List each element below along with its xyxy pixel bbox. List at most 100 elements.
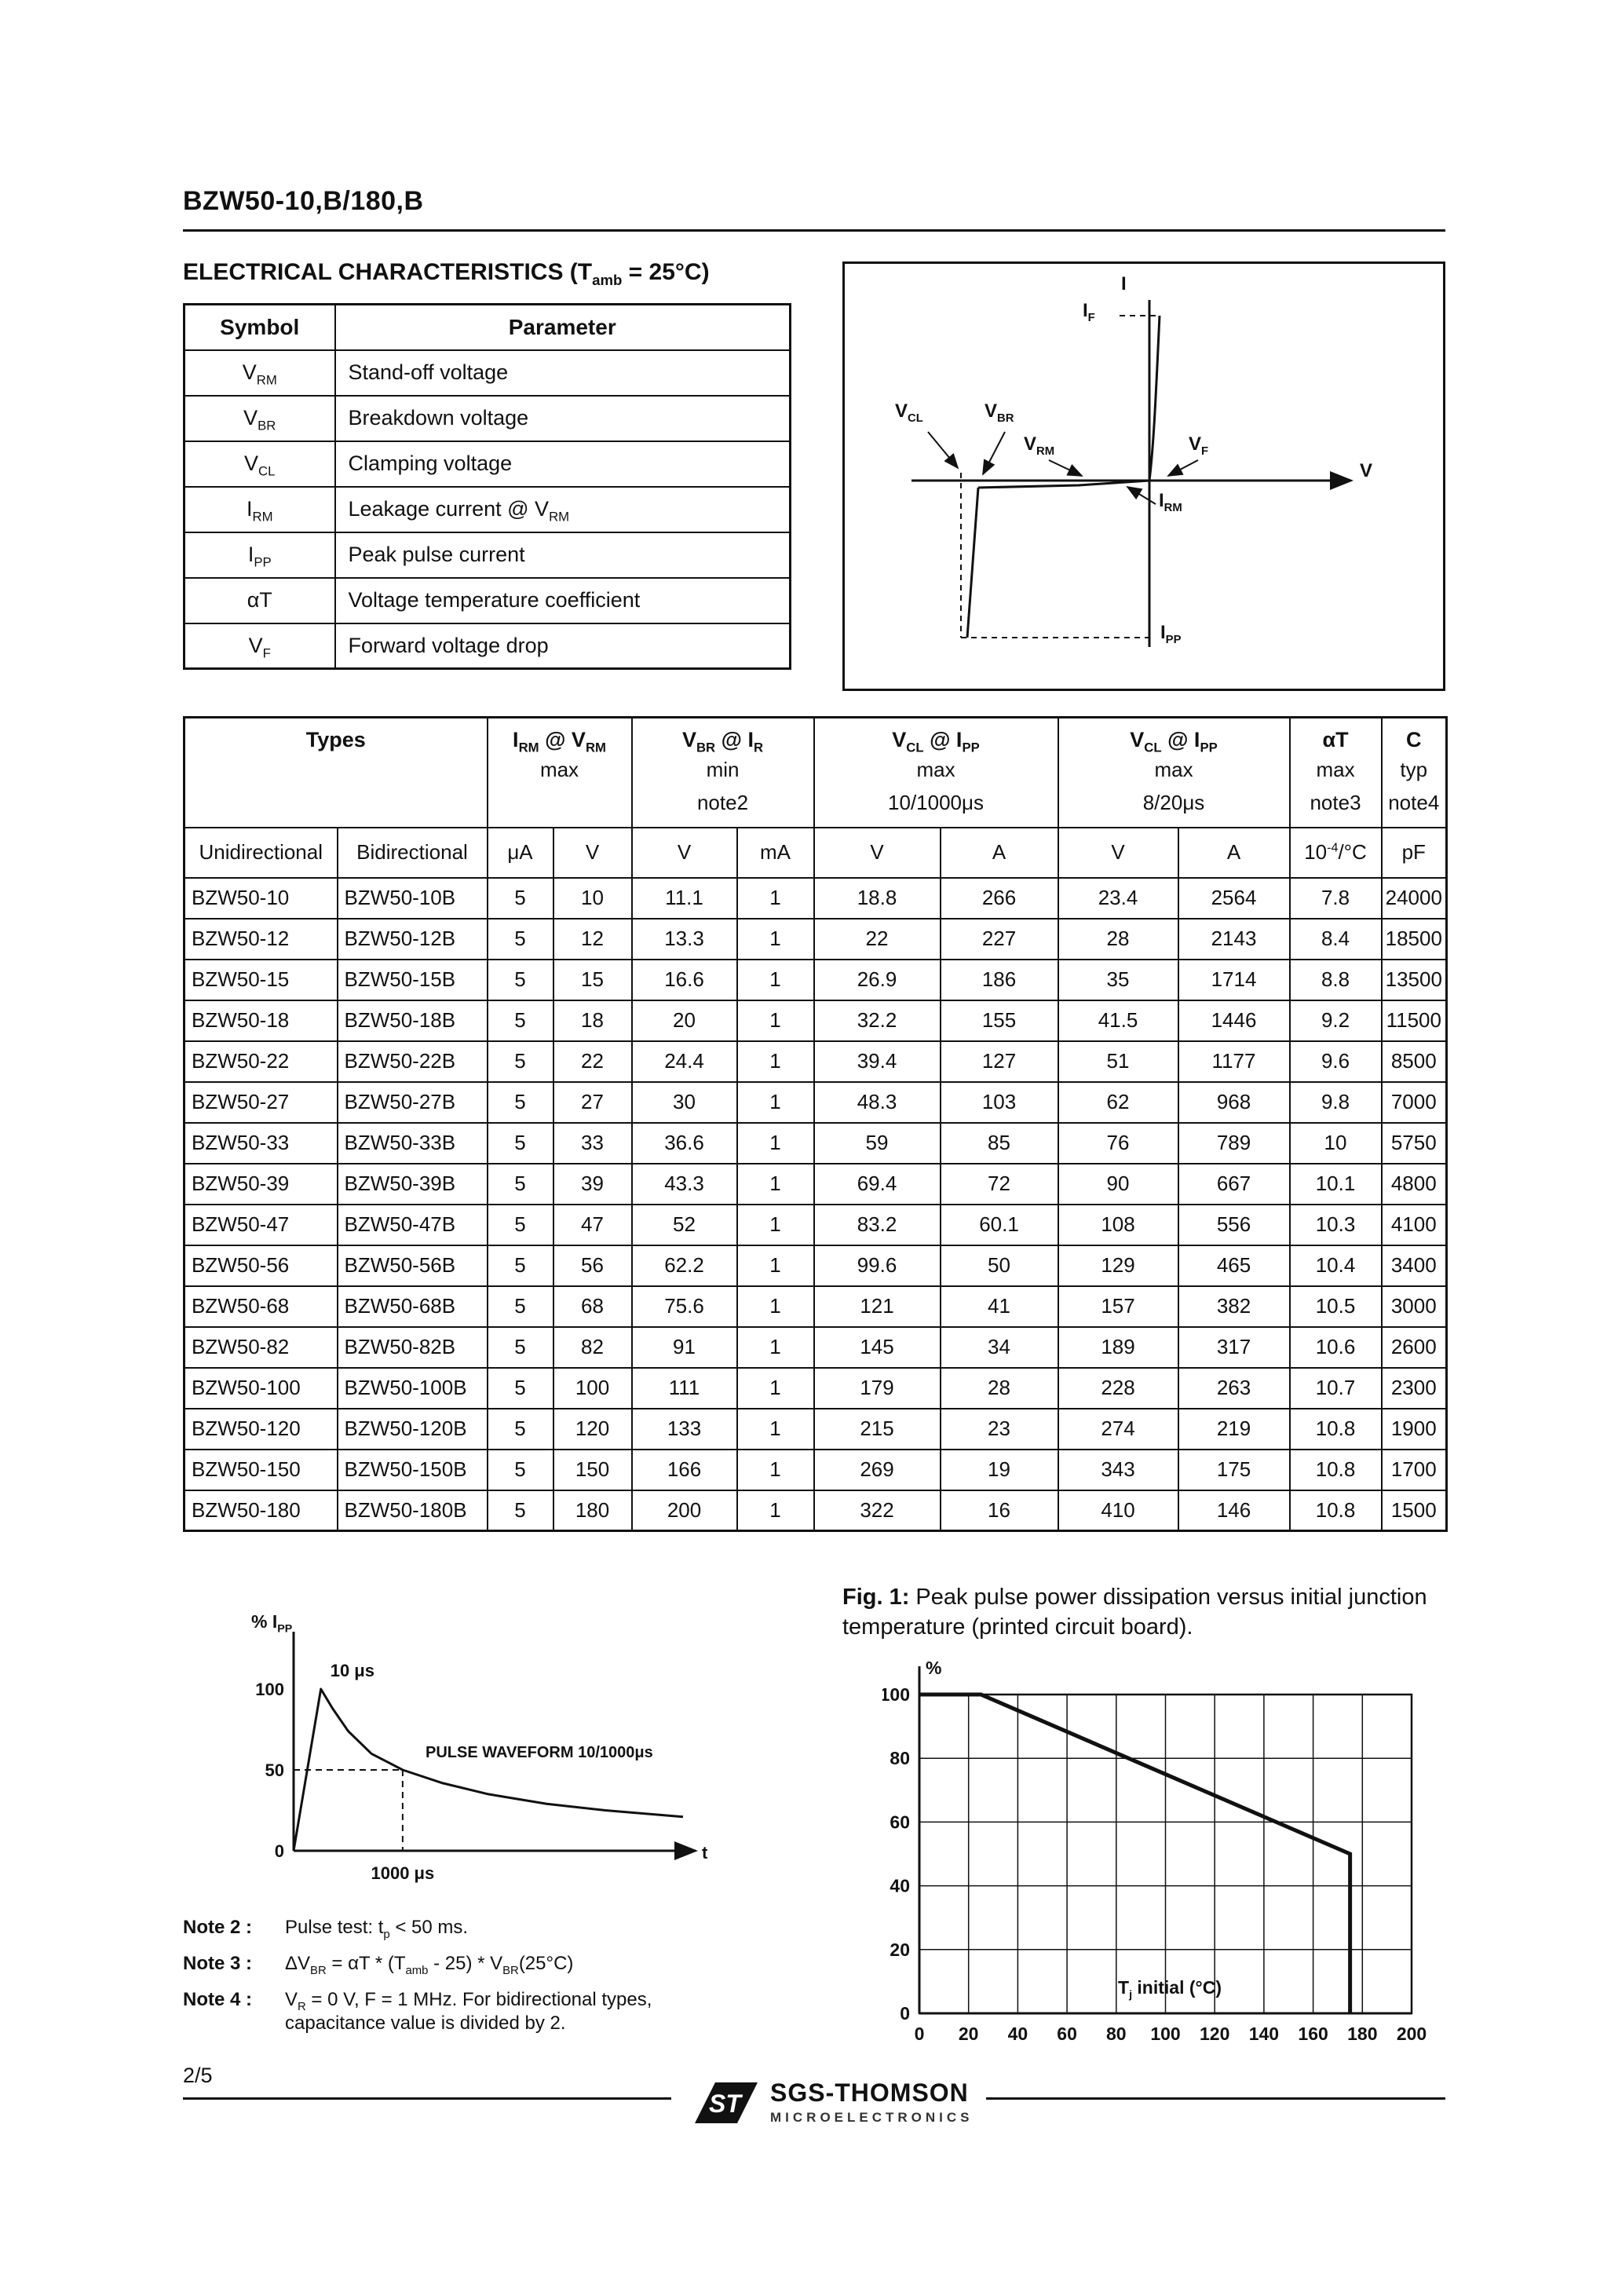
value-cell: 7.8 (1288, 876, 1383, 919)
vbr-label: VBR (985, 400, 1014, 425)
device-row: BZW50-33 BZW50-33B 5 33 36.6 1 59 85 76 789 10 5750 (183, 1121, 1448, 1164)
group-header: VCL @ IPP max 10/1000μs (813, 716, 1059, 828)
note-label: Note 4 : (183, 1989, 253, 2010)
value-cell: 1 (736, 1285, 815, 1328)
iv-curve-svg (911, 300, 1353, 647)
y-tick-label: 0 (900, 2003, 910, 2024)
value-cell: 11500 (1380, 999, 1448, 1042)
main-table-group-row: Types IRM @ VRM max VBR @ IR min note2 VCL @ I… (183, 716, 1448, 828)
value-cell: 150 (552, 1448, 633, 1491)
value-cell: 3000 (1380, 1285, 1448, 1328)
if-label: IF (1083, 300, 1095, 324)
footer-logo: ST SGS-THOMSON MICROELECTRONICS (671, 2076, 986, 2128)
value-cell: 1 (736, 1080, 815, 1124)
group-header: αT max note3 (1288, 716, 1383, 828)
value-cell: 274 (1057, 1407, 1179, 1450)
pulse-waveform-svg: 100 50 0 1000 μs 10 μs PULSE WAVEFORM 10/1000… (255, 1632, 708, 1883)
value-cell: 166 (630, 1448, 738, 1491)
value-cell: 1714 (1177, 958, 1291, 1001)
value-cell: 5 (486, 958, 554, 1001)
group-header: VBR @ IR min note2 (630, 716, 815, 828)
value-cell: 219 (1177, 1407, 1291, 1450)
value-cell: 43.3 (630, 1162, 738, 1205)
value-cell: 72 (939, 1162, 1059, 1205)
derating-xlabel: Tj initial (°C) (1118, 1977, 1222, 2002)
x-tick-label: 160 (1298, 2024, 1328, 2044)
value-cell: 5 (486, 1285, 554, 1328)
unit-cell: V (813, 826, 941, 879)
value-cell: 9.8 (1288, 1080, 1383, 1124)
value-cell: 75.6 (630, 1285, 738, 1328)
value-cell: 228 (1057, 1366, 1179, 1409)
unidirectional-type: BZW50-39 (183, 1162, 338, 1205)
bidirectional-type: BZW50-18B (336, 999, 488, 1042)
fig1-label: Fig. 1: (842, 1585, 910, 1610)
value-cell: 33 (552, 1121, 633, 1164)
value-cell: 47 (552, 1203, 633, 1246)
device-row: BZW50-150 BZW50-150B 5 150 166 1 269 19 343 175 10… (183, 1448, 1448, 1491)
value-cell: 10.3 (1288, 1203, 1383, 1246)
st-logo-text: ST (709, 2089, 743, 2118)
derating-chart: 0 20 40 60 80 100 120 140 160 180 200 0 20 40 60 80 100%… (880, 1643, 1443, 2071)
unidirectional-type: BZW50-47 (183, 1203, 338, 1246)
symbol-table-body: VRM Stand-off voltage VBR Breakdown voltage… (183, 349, 791, 670)
value-cell: 5 (486, 876, 554, 919)
value-cell: 1 (736, 1489, 815, 1532)
value-cell: 16.6 (630, 958, 738, 1001)
device-row: BZW50-100 BZW50-100B 5 100 111 1 179 28 228 263 10… (183, 1366, 1448, 1409)
value-cell: 155 (939, 999, 1059, 1042)
value-cell: 50 (939, 1244, 1059, 1287)
value-cell: 23 (939, 1407, 1059, 1450)
value-cell: 133 (630, 1407, 738, 1450)
device-row: BZW50-82 BZW50-82B 5 82 91 1 145 34 189 317 10.6 26… (183, 1325, 1448, 1369)
device-row: BZW50-180 BZW50-180B 5 180 200 1 322 16 410 146 10… (183, 1489, 1448, 1532)
parameter-cell: Forward voltage drop (334, 622, 791, 670)
symbol-cell: VRM (183, 349, 336, 397)
value-cell: 157 (1057, 1285, 1179, 1328)
symbol-row: VF Forward voltage drop (183, 622, 791, 670)
value-cell: 8.8 (1288, 958, 1383, 1001)
unit-cell: A (1177, 826, 1291, 879)
value-cell: 68 (552, 1285, 633, 1328)
symbol-row: VBR Breakdown voltage (183, 394, 791, 442)
derating-curve (919, 1692, 1353, 2013)
value-cell: 103 (939, 1080, 1059, 1124)
vrm-label: VRM (1024, 433, 1055, 458)
value-cell: 121 (813, 1285, 941, 1328)
value-cell: 1 (736, 1407, 815, 1450)
device-row: BZW50-120 BZW50-120B 5 120 133 1 215 23 274 219 10… (183, 1407, 1448, 1450)
value-cell: 3400 (1380, 1244, 1448, 1287)
value-cell: 9.6 (1288, 1040, 1383, 1083)
value-cell: 1900 (1380, 1407, 1448, 1450)
unidirectional-col-header: Unidirectional (183, 826, 338, 879)
value-cell: 36.6 (630, 1121, 738, 1164)
value-cell: 10 (552, 876, 633, 919)
value-cell: 1700 (1380, 1448, 1448, 1491)
unit-cell: V (630, 826, 738, 879)
bidirectional-type: BZW50-10B (336, 876, 488, 919)
device-row: BZW50-56 BZW50-56B 5 56 62.2 1 99.6 50 129 465 10.… (183, 1244, 1448, 1287)
value-cell: 20 (630, 999, 738, 1042)
forward-curve (1148, 315, 1161, 481)
value-cell: 789 (1177, 1121, 1291, 1164)
x-tick-label: 60 (1057, 2024, 1077, 2044)
unit-cell: μA (486, 826, 554, 879)
unidirectional-type: BZW50-33 (183, 1121, 338, 1164)
x-tick-label: 140 (1249, 2024, 1279, 2044)
title-rule (183, 229, 1445, 232)
symbol-cell: IRM (183, 485, 336, 533)
value-cell: 179 (813, 1366, 941, 1409)
value-cell: 41.5 (1057, 999, 1179, 1042)
bidirectional-type: BZW50-27B (336, 1080, 488, 1124)
value-cell: 1 (736, 999, 815, 1042)
note-text: Pulse test: tp < 50 ms. (285, 1917, 469, 1941)
symbol-cell: VF (183, 622, 336, 670)
device-row: BZW50-68 BZW50-68B 5 68 75.6 1 121 41 157 382 10.5… (183, 1285, 1448, 1328)
value-cell: 5 (486, 1407, 554, 1450)
value-cell: 83.2 (813, 1203, 941, 1246)
symbol-row: VCL Clamping voltage (183, 440, 791, 488)
leakage-line (977, 479, 1150, 489)
vcl-arrow (927, 431, 959, 470)
value-cell: 5 (486, 1366, 554, 1409)
